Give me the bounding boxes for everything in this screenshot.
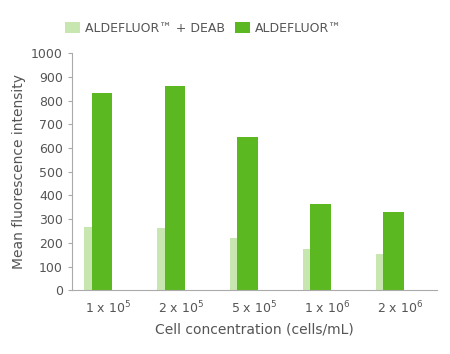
Bar [303,250,324,290]
X-axis label: Cell concentration (cells/mL): Cell concentration (cells/mL) [155,322,354,336]
Bar [92,93,112,290]
Bar [230,238,251,290]
Bar [158,228,178,290]
Bar [165,86,185,290]
Bar [238,137,258,290]
Legend: ALDEFLUOR™ + DEAB, ALDEFLUOR™: ALDEFLUOR™ + DEAB, ALDEFLUOR™ [60,17,347,40]
Bar [383,212,404,290]
Bar [85,227,105,290]
Y-axis label: Mean fluorescence intensity: Mean fluorescence intensity [12,74,26,269]
Bar [310,204,331,290]
Bar [376,254,396,290]
